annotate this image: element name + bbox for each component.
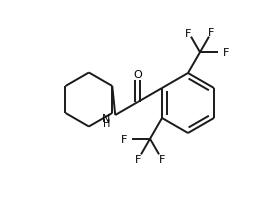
Text: F: F [223, 48, 229, 58]
Text: F: F [185, 28, 191, 39]
Text: O: O [133, 70, 142, 80]
Text: H: H [103, 118, 110, 128]
Text: F: F [159, 155, 165, 165]
Text: F: F [208, 27, 214, 37]
Text: F: F [135, 155, 141, 165]
Text: F: F [121, 134, 127, 144]
Text: N: N [102, 114, 110, 123]
